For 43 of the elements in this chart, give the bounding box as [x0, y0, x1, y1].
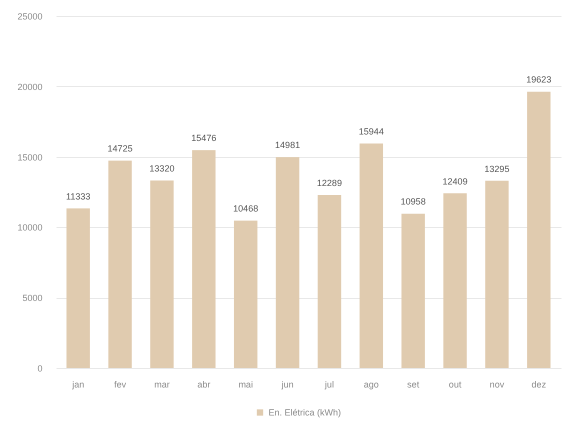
x-tick-label: ago	[364, 380, 379, 390]
x-tick-label: fev	[114, 380, 127, 390]
bar	[360, 144, 384, 368]
legend-label: En. Elétrica (kWh)	[268, 408, 342, 418]
data-label: 12289	[316, 178, 342, 188]
data-label: 15476	[191, 133, 216, 144]
bar	[276, 157, 300, 368]
bar	[150, 180, 174, 368]
data-label: 13295	[484, 164, 510, 174]
x-tick-label: set	[407, 380, 420, 390]
y-tick-label: 5000	[22, 293, 42, 304]
data-label: 10468	[233, 204, 258, 214]
x-tick-label: jul	[324, 380, 334, 390]
y-tick-label: 20000	[17, 82, 42, 92]
x-tick-label: jan	[71, 380, 84, 390]
data-label: 10958	[400, 196, 426, 207]
bar	[108, 160, 132, 368]
data-label: 19623	[526, 74, 552, 85]
data-label: 13320	[149, 163, 174, 174]
y-tick-label: 10000	[17, 222, 42, 233]
bar	[485, 180, 509, 368]
x-tick-label: mai	[238, 380, 253, 390]
data-label: 15944	[358, 126, 384, 137]
data-label: 14725	[108, 144, 133, 154]
y-tick-label: 0	[37, 364, 42, 374]
bar	[443, 193, 467, 368]
bar	[401, 214, 425, 368]
x-tick-label: jun	[280, 380, 294, 390]
y-tick-label: 15000	[17, 152, 42, 162]
x-tick-label: mar	[154, 380, 170, 390]
bar	[66, 208, 90, 368]
y-tick-label: 25000	[17, 12, 42, 22]
bar	[192, 150, 216, 368]
x-tick-label: out	[448, 380, 462, 390]
data-label: 14981	[275, 140, 300, 150]
data-label: 11333	[66, 191, 90, 202]
data-label: 12409	[442, 176, 468, 186]
bar	[318, 194, 342, 368]
x-tick-label: abr	[197, 380, 210, 390]
bar	[234, 220, 258, 368]
x-tick-label: nov	[490, 380, 505, 390]
bar	[527, 92, 551, 368]
x-tick-label: dez	[532, 380, 547, 390]
